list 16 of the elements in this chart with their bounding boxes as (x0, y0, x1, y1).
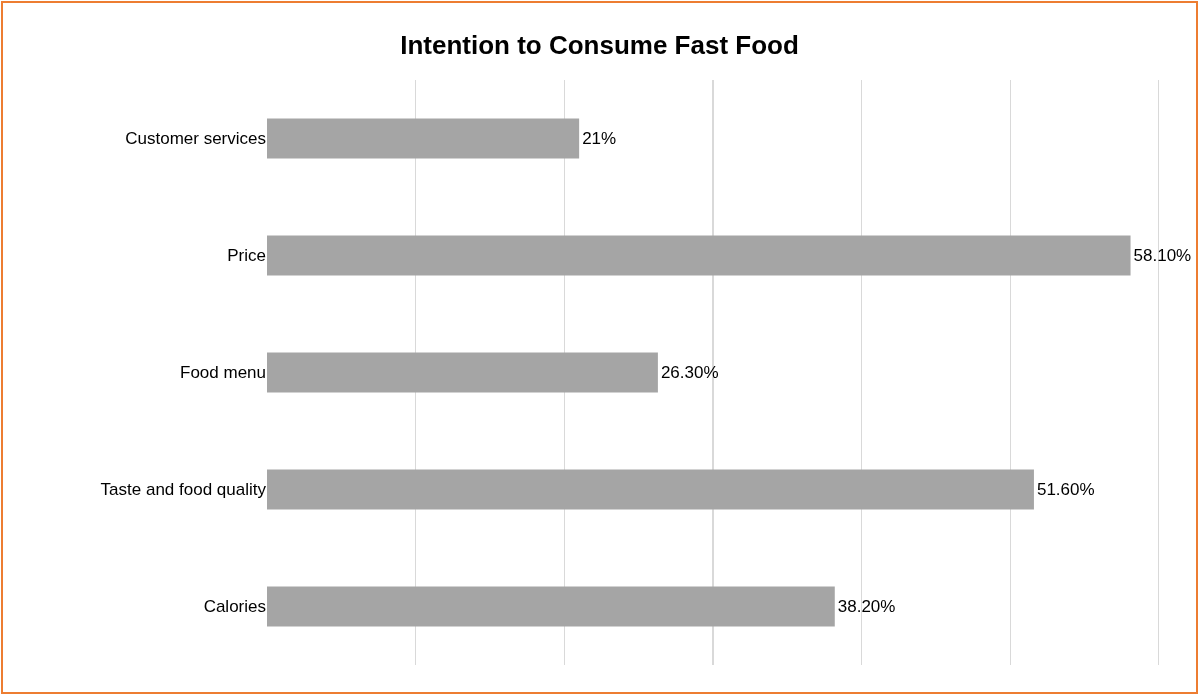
y-tick-label: Calories (203, 597, 266, 617)
chart-title: Intention to Consume Fast Food (400, 30, 799, 61)
y-tick-label: Food menu (180, 363, 266, 383)
bar (267, 469, 1034, 510)
data-label: 38.20% (837, 597, 896, 616)
y-tick-label: Price (227, 246, 266, 266)
y-tick-label: Customer services (125, 129, 266, 149)
y-tick-label: Taste and food quality (100, 480, 267, 500)
data-label: 26.30% (660, 363, 719, 382)
data-label: 21% (582, 129, 617, 148)
bar (267, 235, 1131, 276)
bar (267, 586, 835, 627)
data-label: 51.60% (1036, 480, 1095, 499)
bar (267, 118, 580, 159)
bar (267, 352, 658, 393)
data-label: 58.10% (1133, 246, 1192, 265)
